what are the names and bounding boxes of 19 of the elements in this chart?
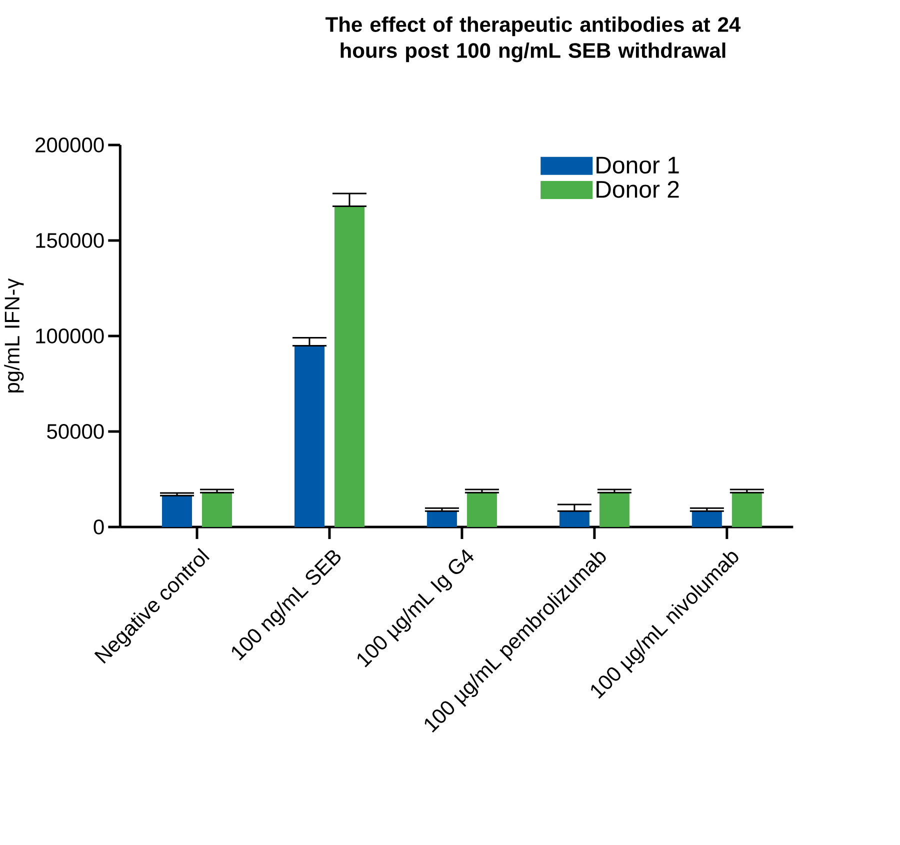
y-tick-label: 200000 (36, 138, 104, 152)
bar (162, 496, 192, 527)
bar (599, 492, 630, 527)
bar (426, 511, 457, 527)
chart-title: The effect of therapeutic antibodies at 24 hours post 100 ng/mL SEB withdrawal (326, 16, 741, 62)
bar (732, 492, 762, 527)
legend-label: Donor 1 (596, 156, 679, 174)
y-tick-label: 150000 (36, 233, 104, 248)
y-tick-label: 50000 (47, 424, 104, 439)
bar (294, 346, 324, 527)
bar (202, 492, 232, 527)
bar (559, 511, 590, 527)
y-tick-label: 100000 (36, 328, 104, 344)
bar (466, 492, 497, 527)
y-tick-label: 0 (94, 520, 104, 534)
legend-label: Donor 2 (596, 180, 679, 198)
y-axis-title: pg/mL IFN-γ (4, 278, 24, 392)
bar (334, 206, 364, 527)
bar (692, 511, 722, 527)
